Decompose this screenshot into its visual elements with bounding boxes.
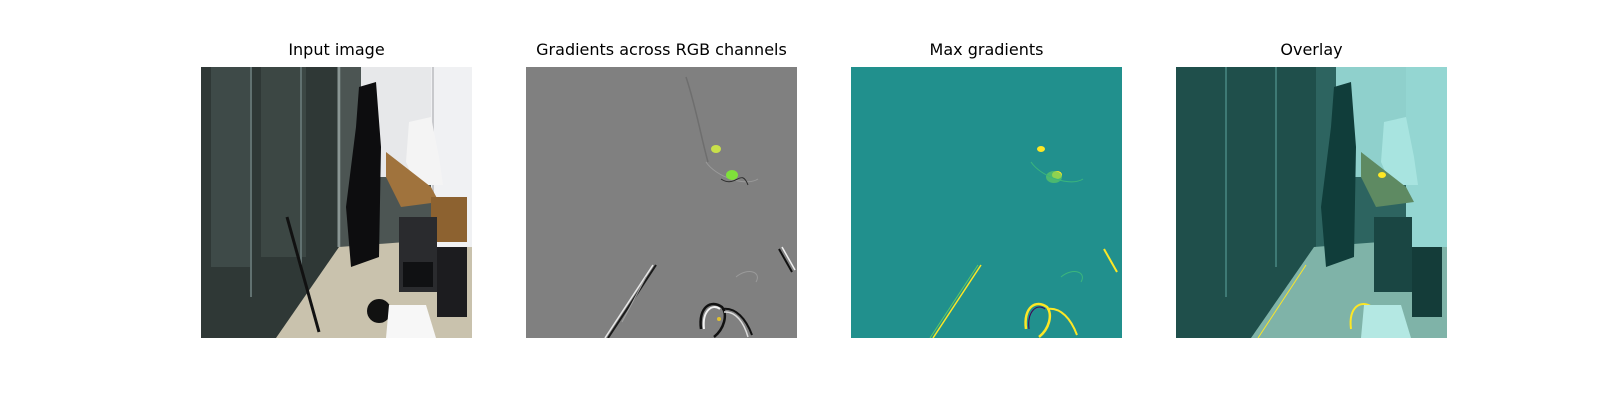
input-image xyxy=(201,67,472,338)
panel-max-gradients: Max gradients xyxy=(851,36,1122,338)
panel-gradients-rgb: Gradients across RGB channels xyxy=(526,36,797,338)
max-gradients-image xyxy=(851,67,1122,338)
panel-title: Overlay xyxy=(1280,40,1343,59)
panel-title: Max gradients xyxy=(929,40,1044,59)
panel-title: Gradients across RGB channels xyxy=(536,40,787,59)
panel-overlay: Overlay xyxy=(1176,36,1447,338)
panel-input-image: Input image xyxy=(201,36,472,338)
gradients-rgb-image xyxy=(526,67,797,338)
overlay-image xyxy=(1176,67,1447,338)
panel-title: Input image xyxy=(288,40,385,59)
